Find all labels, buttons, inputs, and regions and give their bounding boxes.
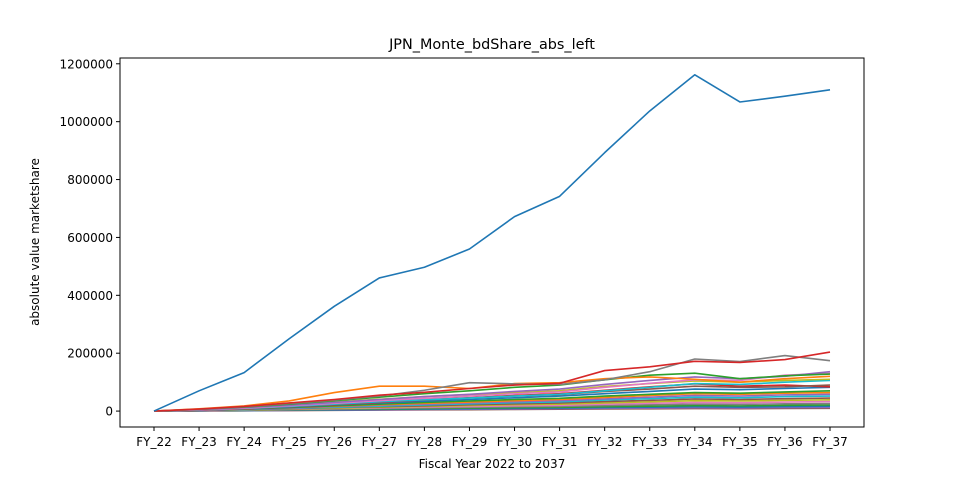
y-tick-label: 0 bbox=[105, 405, 113, 419]
x-tick-label: FY_26 bbox=[317, 435, 353, 449]
y-tick-label: 400000 bbox=[67, 289, 113, 303]
x-tick-label: FY_28 bbox=[407, 435, 443, 449]
x-tick-label: FY_27 bbox=[362, 435, 398, 449]
x-tick-label: FY_31 bbox=[542, 435, 578, 449]
y-tick-label: 1000000 bbox=[60, 115, 113, 129]
x-tick-label: FY_32 bbox=[587, 435, 623, 449]
x-axis-title: Fiscal Year 2022 to 2037 bbox=[419, 457, 566, 471]
x-tick-label: FY_34 bbox=[677, 435, 713, 449]
plot-frame bbox=[119, 57, 865, 428]
x-tick-label: FY_23 bbox=[181, 435, 217, 449]
x-tick-label: FY_30 bbox=[497, 435, 533, 449]
x-tick-label: FY_37 bbox=[812, 435, 848, 449]
x-tick-label: FY_33 bbox=[632, 435, 668, 449]
y-tick-label: 600000 bbox=[67, 231, 113, 245]
x-tick-label: FY_22 bbox=[136, 435, 172, 449]
y-tick-label: 1200000 bbox=[60, 57, 113, 71]
x-tick-label: FY_24 bbox=[226, 435, 262, 449]
x-tick-label: FY_35 bbox=[722, 435, 758, 449]
series-line-2 bbox=[153, 351, 831, 412]
x-tick-label: FY_29 bbox=[452, 435, 488, 449]
series-line-1 bbox=[153, 73, 831, 412]
x-tick-label: FY_36 bbox=[767, 435, 803, 449]
y-tick-label: 200000 bbox=[67, 347, 113, 361]
x-tick-label: FY_25 bbox=[271, 435, 307, 449]
y-axis-title: absolute value marketshare bbox=[28, 158, 42, 326]
chart-title: JPN_Monte_bdShare_abs_left bbox=[388, 37, 595, 53]
x-axis: FY_22 FY_23 FY_24 FY_25 FY_26 FY_27 FY_28 FY_29… bbox=[136, 427, 848, 449]
series-line-6 bbox=[153, 370, 831, 412]
y-axis: 0 200000 400000 600000 800000 1000000 1200000 bbox=[60, 57, 120, 419]
y-tick-label: 800000 bbox=[67, 173, 113, 187]
series-layer bbox=[153, 73, 831, 412]
